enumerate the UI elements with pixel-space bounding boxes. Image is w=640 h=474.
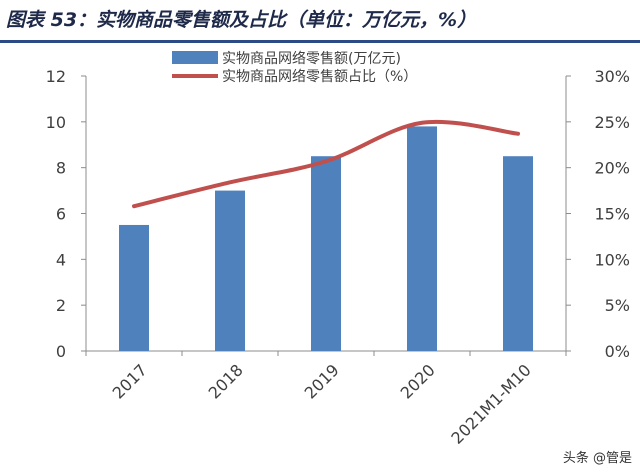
bar: [503, 156, 533, 351]
x-tick-label: 2017: [109, 360, 151, 402]
left-tick-label: 2: [56, 296, 66, 315]
right-tick-label: 20%: [594, 159, 630, 178]
title-divider: [0, 40, 640, 43]
legend-bar-swatch: [172, 51, 218, 64]
right-tick-label: 10%: [594, 250, 630, 269]
left-tick-label: 0: [56, 342, 66, 361]
chart-title: 图表 53：实物商品零售额及占比（单位：万亿元，%）: [6, 9, 477, 31]
right-tick-label: 5%: [605, 296, 630, 315]
bar: [407, 126, 437, 352]
right-tick-label: 25%: [594, 113, 630, 132]
x-tick-label: 2018: [205, 360, 247, 402]
left-tick-label: 8: [56, 159, 66, 178]
right-tick-label: 0%: [605, 342, 630, 361]
left-tick-label: 12: [46, 67, 66, 86]
legend-bar-label: 实物商品网络零售额(万亿元): [222, 51, 401, 67]
bar: [311, 156, 341, 351]
right-tick-label: 15%: [594, 205, 630, 224]
left-tick-label: 4: [56, 250, 66, 269]
bar: [119, 224, 149, 351]
left-tick-label: 10: [46, 113, 66, 132]
x-tick-label: 2020: [397, 360, 439, 402]
bar: [215, 190, 245, 351]
x-tick-label: 2019: [301, 360, 343, 402]
left-tick-label: 6: [56, 205, 66, 224]
watermark: 头条 @管是: [562, 451, 632, 466]
right-tick-label: 30%: [594, 67, 630, 86]
x-tick-label: 2021M1-M10: [447, 360, 534, 447]
legend-line-label: 实物商品网络零售额占比（%）: [222, 69, 417, 85]
